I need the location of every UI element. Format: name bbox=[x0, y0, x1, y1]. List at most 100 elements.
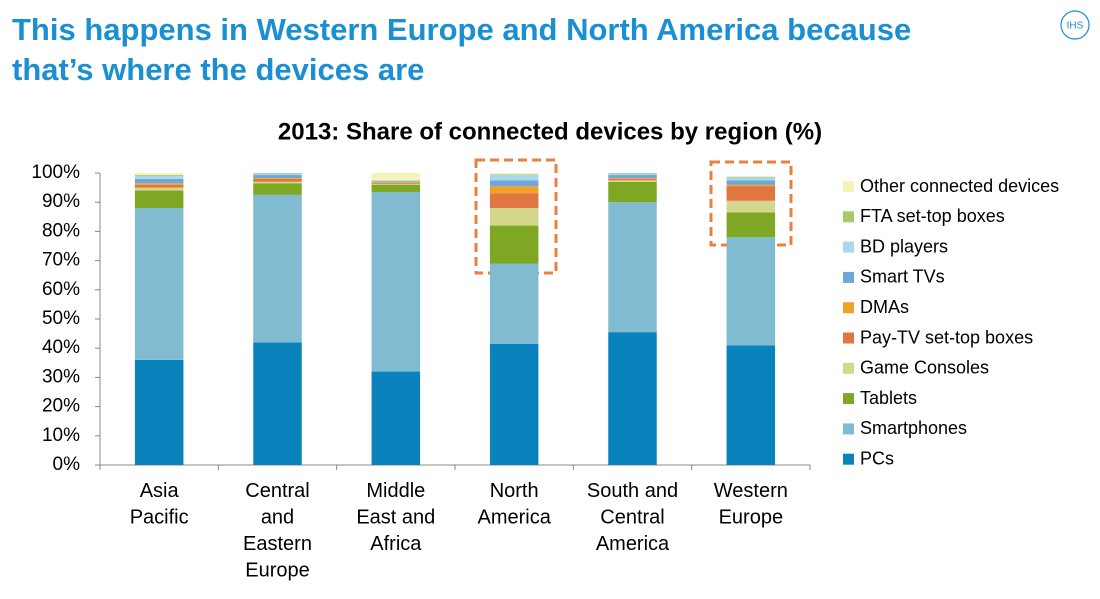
bar-segment bbox=[134, 173, 184, 176]
legend-swatch bbox=[843, 241, 854, 253]
legend-label: Game Consoles bbox=[860, 358, 989, 378]
bar-segment bbox=[134, 359, 184, 465]
x-tick-label: Central and Eastern Europe bbox=[243, 480, 312, 582]
bar-segment bbox=[489, 173, 539, 175]
y-tick-label: 40% bbox=[42, 337, 80, 358]
bar-segment bbox=[726, 184, 776, 187]
legend-swatch bbox=[843, 423, 854, 435]
bar-segment bbox=[371, 173, 421, 181]
bar-segment bbox=[253, 183, 302, 195]
bar-segment bbox=[608, 202, 657, 333]
bar-segment bbox=[608, 175, 657, 178]
bar-segment bbox=[489, 263, 539, 344]
y-tick-label: 10% bbox=[42, 425, 80, 446]
bar-segment bbox=[608, 181, 657, 203]
bar-segment bbox=[489, 343, 539, 465]
bar-segment bbox=[608, 178, 657, 181]
bar-segment bbox=[726, 200, 776, 213]
logo-ring bbox=[1060, 10, 1090, 40]
bar-segment bbox=[253, 173, 302, 174]
y-tick-label: 20% bbox=[42, 396, 80, 417]
slide-title: This happens in Western Europe and North… bbox=[12, 12, 911, 87]
legend-swatch bbox=[843, 211, 854, 223]
bar-segment bbox=[608, 173, 657, 174]
y-tick-label: 60% bbox=[42, 279, 80, 300]
bar-segment bbox=[253, 342, 302, 465]
y-tick-label: 0% bbox=[53, 454, 81, 475]
legend-label: Other connected devices bbox=[860, 176, 1059, 196]
bar-segment bbox=[489, 174, 539, 176]
bar-segment bbox=[608, 177, 657, 179]
bar-segment bbox=[608, 173, 657, 176]
legend-label: Smartphones bbox=[860, 418, 967, 438]
legend-label: PCs bbox=[860, 448, 894, 468]
bar-segment bbox=[371, 182, 421, 183]
bar-segment bbox=[371, 191, 421, 372]
legend-label: FTA set-top boxes bbox=[860, 206, 1005, 226]
bar-segment bbox=[489, 208, 539, 226]
bar-segment bbox=[608, 332, 657, 465]
legend-label: Tablets bbox=[860, 388, 917, 408]
bar-segment bbox=[489, 186, 539, 194]
bar-segment bbox=[726, 175, 776, 177]
bar-segment bbox=[253, 177, 302, 179]
y-tick-label: 50% bbox=[42, 308, 80, 329]
bar-segment bbox=[489, 193, 539, 209]
bar-segment bbox=[726, 180, 776, 185]
x-tick-label: Middle East and Africa bbox=[356, 480, 435, 555]
bar-segment bbox=[253, 178, 302, 182]
bar-segment bbox=[253, 181, 302, 184]
bar-segment bbox=[134, 190, 184, 209]
x-tick-label: South and Central America bbox=[587, 480, 678, 555]
legend-label: DMAs bbox=[860, 297, 909, 317]
x-tick-label: Asia Pacific bbox=[130, 480, 189, 529]
bar-segment bbox=[253, 175, 302, 178]
bar-segment bbox=[371, 182, 421, 184]
bar-segment bbox=[726, 186, 776, 201]
bar-segment bbox=[608, 180, 657, 182]
y-tick-label: 80% bbox=[42, 220, 80, 241]
bar-segment bbox=[371, 181, 421, 183]
bar-segment bbox=[489, 180, 539, 187]
legend-swatch bbox=[843, 453, 854, 465]
bar-segment bbox=[134, 175, 184, 176]
bar-segment bbox=[371, 180, 421, 182]
bar-segment bbox=[726, 176, 776, 178]
bar-segment bbox=[253, 173, 302, 176]
x-tick-label: North America bbox=[477, 480, 551, 529]
bar-segment bbox=[134, 187, 184, 191]
legend-label: BD players bbox=[860, 236, 948, 256]
legend-swatch bbox=[843, 302, 854, 314]
legend-swatch bbox=[843, 181, 854, 192]
legend-label: Smart TVs bbox=[860, 267, 945, 287]
bar-segment bbox=[134, 175, 184, 179]
bar-segment bbox=[253, 194, 302, 343]
bar-segment bbox=[371, 180, 421, 181]
legend-swatch bbox=[843, 393, 854, 405]
bar-segment bbox=[726, 237, 776, 346]
y-tick-label: 30% bbox=[42, 366, 80, 387]
bar-segment bbox=[726, 212, 776, 238]
bar-segment bbox=[134, 184, 184, 188]
legend-swatch bbox=[843, 332, 854, 344]
bar-segment bbox=[134, 208, 184, 360]
logo: IHS bbox=[1067, 21, 1084, 32]
y-tick-label: 100% bbox=[31, 162, 80, 183]
bar-segment bbox=[489, 175, 539, 181]
bar-segment bbox=[371, 183, 421, 185]
bar-segment bbox=[134, 178, 184, 184]
legend-swatch bbox=[843, 362, 854, 374]
bar-segment bbox=[726, 177, 776, 181]
bar-segment bbox=[371, 371, 421, 465]
chart-title: 2013: Share of connected devices by regi… bbox=[278, 118, 822, 145]
bar-segment bbox=[489, 225, 539, 264]
x-tick-label: Western Europe bbox=[714, 480, 788, 529]
legend-label: Pay-TV set-top boxes bbox=[860, 327, 1033, 347]
bar-segment bbox=[371, 184, 421, 192]
bar-segment bbox=[726, 345, 776, 465]
bar-segment bbox=[134, 183, 184, 185]
y-tick-label: 70% bbox=[42, 250, 80, 271]
legend-swatch bbox=[843, 271, 854, 283]
y-tick-label: 90% bbox=[42, 191, 80, 212]
